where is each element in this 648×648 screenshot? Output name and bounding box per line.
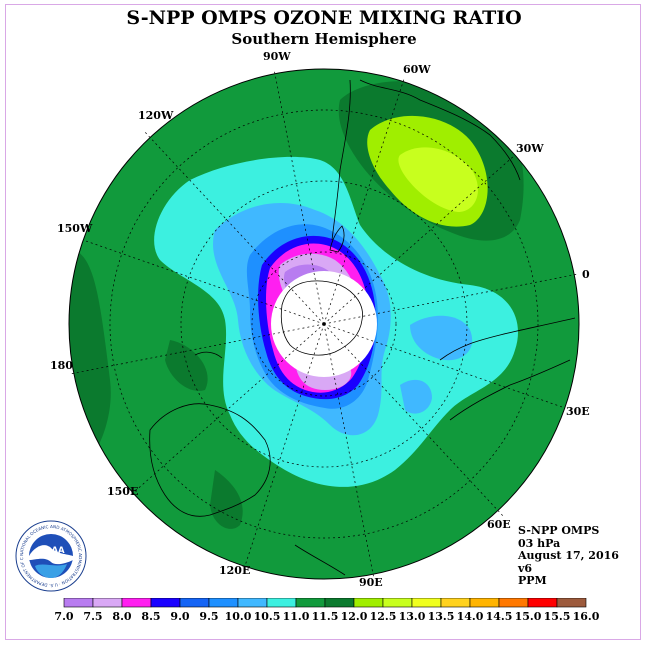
lon-label-90w: 90W — [263, 50, 291, 63]
map-title: S-NPP OMPS OZONE MIXING RATIO — [126, 7, 522, 29]
field-13-0 — [398, 147, 478, 212]
colorbar-tick-label: 11.5 — [311, 610, 339, 623]
lon-label-150e: 150E — [107, 485, 139, 498]
lon-label-120w: 120W — [138, 109, 174, 122]
new-zealand-coast — [194, 351, 223, 359]
africa-coast — [439, 317, 576, 421]
meridian-line — [323, 273, 579, 325]
colorbar-tick-label: 16.0 — [572, 610, 600, 623]
colorbar-tick-label: 13.5 — [427, 610, 455, 623]
meridian-line — [273, 68, 325, 325]
colorbar-swatch — [498, 598, 529, 608]
colorbar-swatch — [527, 598, 558, 608]
meridian-line — [69, 323, 325, 375]
south-pole-marker — [322, 322, 326, 326]
colorbar-tick-label: 8.5 — [141, 610, 161, 623]
lon-label-60e: 60E — [487, 518, 511, 531]
south-america-coast — [331, 79, 521, 241]
colorbar-swatch — [150, 598, 181, 608]
field-10-5-east — [410, 315, 473, 361]
colorbar-tick-label: 15.5 — [543, 610, 571, 623]
lon-label-120e: 120E — [219, 564, 251, 577]
field-10-5-east-2 — [400, 379, 432, 414]
noaa-logo-text: NOAA — [37, 546, 65, 556]
data-version: v6 — [518, 561, 533, 575]
colorbar-swatch — [440, 598, 471, 608]
colorbar-swatch — [382, 598, 413, 608]
meridian-line — [143, 130, 325, 325]
colorbar-swatch — [469, 598, 500, 608]
colorbar-swatch — [121, 598, 152, 608]
units-label: PPM — [518, 574, 547, 587]
colorbar-swatch — [295, 598, 326, 608]
lat-circle — [180, 180, 468, 468]
antarctica-coast — [280, 280, 363, 356]
lat-circle — [109, 109, 539, 539]
colorbar-tick-label: 14.0 — [456, 610, 484, 623]
colorbar-tick-label: 12.0 — [340, 610, 368, 623]
graticule — [69, 68, 579, 580]
meridian-line — [323, 323, 375, 580]
colorbar-swatch — [266, 598, 297, 608]
colorbar-tick-label: 9.0 — [170, 610, 190, 623]
colorbar-swatch — [411, 598, 442, 608]
lon-label-60w: 60W — [403, 63, 431, 76]
colorbar-swatch — [208, 598, 239, 608]
colorbar — [63, 598, 587, 608]
colorbar-swatch — [63, 598, 94, 608]
coastlines — [149, 79, 576, 576]
lon-label-180: 180 — [50, 359, 73, 372]
pressure-level: 03 hPa — [518, 536, 561, 550]
colorbar-tick-label: 10.5 — [253, 610, 281, 623]
colorbar-tick-label: 10.0 — [224, 610, 252, 623]
info-block: S-NPP OMPS 03 hPa August 17, 2016 v6 PPM — [518, 524, 619, 588]
indonesia-coast — [294, 544, 346, 576]
observation-date: August 17, 2016 — [518, 549, 619, 562]
colorbar-tick-label: 9.5 — [199, 610, 219, 623]
colorbar-swatch — [324, 598, 355, 608]
noaa-logo: NATIONAL OCEANIC AND ATMOSPHERIC ADMINIS… — [15, 520, 87, 592]
colorbar-swatch — [179, 598, 210, 608]
colorbar-tick-label: 7.0 — [54, 610, 74, 623]
lon-label-30e: 30E — [566, 405, 590, 418]
australia-coast — [149, 403, 271, 517]
lat-circle — [251, 251, 397, 397]
meridian-line — [323, 323, 505, 518]
field-12-0-south — [210, 470, 243, 529]
colorbar-swatch — [556, 598, 587, 608]
colorbar-tick-label: 11.0 — [282, 610, 310, 623]
colorbar-tick-label: 8.0 — [112, 610, 132, 623]
instrument-label: S-NPP OMPS — [518, 524, 600, 537]
map-boundary — [68, 68, 580, 580]
lon-label-150w: 150W — [57, 222, 93, 235]
colorbar-swatch — [92, 598, 123, 608]
lon-label-90e: 90E — [359, 576, 383, 589]
field-12-0-patch — [165, 340, 208, 391]
lon-label-0: 0 — [582, 268, 590, 281]
colorbar-tick-label: 12.5 — [369, 610, 397, 623]
colorbar-tick-label: 7.5 — [83, 610, 103, 623]
colorbar-swatch — [353, 598, 384, 608]
figure-frame — [5, 4, 641, 640]
colorbar-swatch — [237, 598, 268, 608]
antarctic-peninsula — [329, 225, 345, 253]
lon-label-30w: 30W — [516, 142, 544, 155]
colorbar-tick-label: 14.5 — [485, 610, 513, 623]
colorbar-tick-label: 13.0 — [398, 610, 426, 623]
map-subtitle: Southern Hemisphere — [231, 30, 417, 48]
colorbar-tick-label: 15.0 — [514, 610, 542, 623]
